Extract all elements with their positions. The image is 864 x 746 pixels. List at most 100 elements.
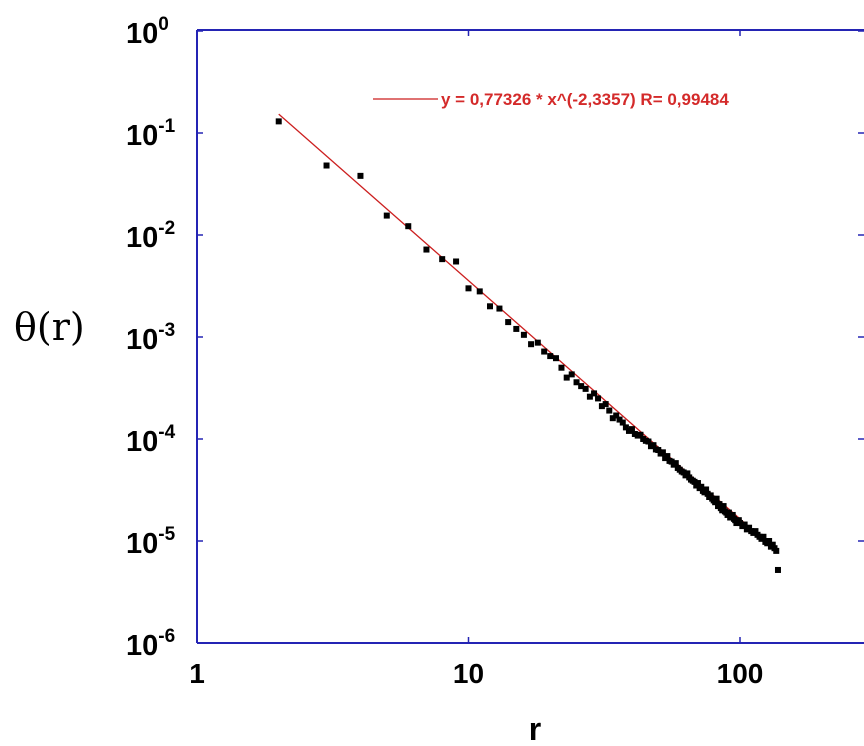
data-point: [672, 460, 679, 467]
data-point: [752, 528, 759, 535]
data-point: [547, 353, 554, 360]
data-point: [595, 395, 602, 402]
data-point: [746, 524, 753, 531]
data-point: [534, 339, 541, 346]
y-tick-label-2: 10-2: [126, 218, 175, 254]
data-point: [476, 288, 483, 295]
y-tick-label-exponent: -6: [158, 626, 175, 647]
data-point: [737, 520, 743, 527]
data-point: [453, 258, 460, 265]
data-point: [628, 426, 635, 433]
y-tick-label-exponent: -4: [158, 422, 175, 443]
y-tick-label-exponent: -5: [158, 524, 175, 545]
data-point: [528, 341, 535, 348]
data-point: [773, 547, 780, 554]
data-point: [769, 541, 776, 548]
data-point: [606, 407, 613, 414]
y-tick-label-base: 10: [126, 120, 158, 152]
data-point: [704, 490, 711, 497]
y-tick-label-exponent: -1: [158, 116, 175, 137]
x-tick-label-0: 1: [189, 658, 205, 689]
data-point: [619, 419, 626, 426]
data-point: [275, 118, 282, 125]
data-point: [712, 499, 719, 506]
data-point: [609, 415, 616, 422]
legend: y = 0,77326 * x^(-2,3357) R= 0,99484: [373, 90, 729, 109]
data-point: [766, 538, 773, 544]
y-tick-label-base: 10: [126, 426, 158, 458]
data-point: [716, 501, 723, 508]
data-point: [486, 303, 493, 310]
data-point: [591, 390, 598, 397]
data-point: [760, 533, 767, 540]
y-tick-label-base: 10: [126, 18, 158, 50]
y-tick-label-base: 10: [126, 528, 158, 560]
data-point: [513, 325, 520, 332]
data-point: [613, 412, 620, 419]
x-tick-label-2: 100: [717, 658, 764, 689]
data-point: [405, 223, 412, 230]
data-point: [637, 431, 644, 438]
data-point: [568, 371, 575, 378]
data-point: [698, 483, 705, 490]
data-point: [563, 374, 570, 381]
y-tick-label-base: 10: [126, 630, 158, 662]
data-point: [650, 442, 657, 449]
data-point: [582, 385, 589, 392]
data-point: [774, 566, 781, 573]
y-tick-label-6: 10-6: [126, 626, 175, 662]
x-tick-label-1: 10: [453, 658, 484, 689]
data-point: [423, 246, 430, 253]
y-tick-label-exponent: -2: [158, 218, 175, 239]
data-point: [720, 503, 727, 510]
data-point: [684, 470, 691, 477]
data-point: [664, 453, 671, 460]
data-point: [668, 458, 675, 465]
data-point: [541, 348, 548, 355]
y-tick-label-exponent: 0: [158, 14, 169, 35]
data-point: [357, 172, 364, 179]
data-point: [725, 509, 732, 516]
data-point: [383, 212, 390, 219]
data-point: [552, 355, 559, 362]
y-tick-label-0: 100: [126, 14, 169, 50]
data-point: [505, 319, 512, 326]
axes-layer: [196, 29, 864, 644]
data-point: [465, 285, 472, 292]
y-tick-label-base: 10: [126, 222, 158, 254]
data-point: [439, 256, 446, 263]
x-axis-label: r: [529, 711, 541, 746]
y-tick-label-4: 10-4: [126, 422, 176, 458]
y-tick-label-exponent: -3: [158, 320, 175, 341]
data-point: [694, 480, 701, 487]
y-tick-label-1: 10-1: [126, 116, 176, 152]
y-tick-label-5: 10-5: [126, 524, 176, 560]
data-point: [707, 492, 714, 499]
data-point: [578, 383, 585, 390]
data-point: [598, 403, 605, 410]
data-point: [713, 495, 720, 502]
data-point: [496, 305, 503, 312]
data-point: [729, 511, 736, 518]
data-point: [703, 486, 710, 493]
points-layer: [275, 118, 781, 573]
data-point: [616, 416, 623, 423]
legend-text: y = 0,77326 * x^(-2,3357) R= 0,99484: [441, 90, 729, 109]
data-point: [655, 447, 662, 454]
data-point: [586, 393, 593, 400]
data-point: [645, 438, 652, 445]
data-point: [573, 379, 580, 386]
data-point: [691, 478, 698, 485]
y-tick-label-3: 10-3: [126, 320, 175, 356]
data-point: [520, 331, 527, 338]
data-point: [558, 364, 565, 371]
y-tick-label-base: 10: [126, 324, 158, 356]
data-point: [659, 449, 666, 456]
data-point: [602, 401, 609, 408]
data-point: [323, 162, 330, 169]
data-point: [741, 521, 748, 528]
y-axis-label: θ(r): [14, 305, 85, 349]
